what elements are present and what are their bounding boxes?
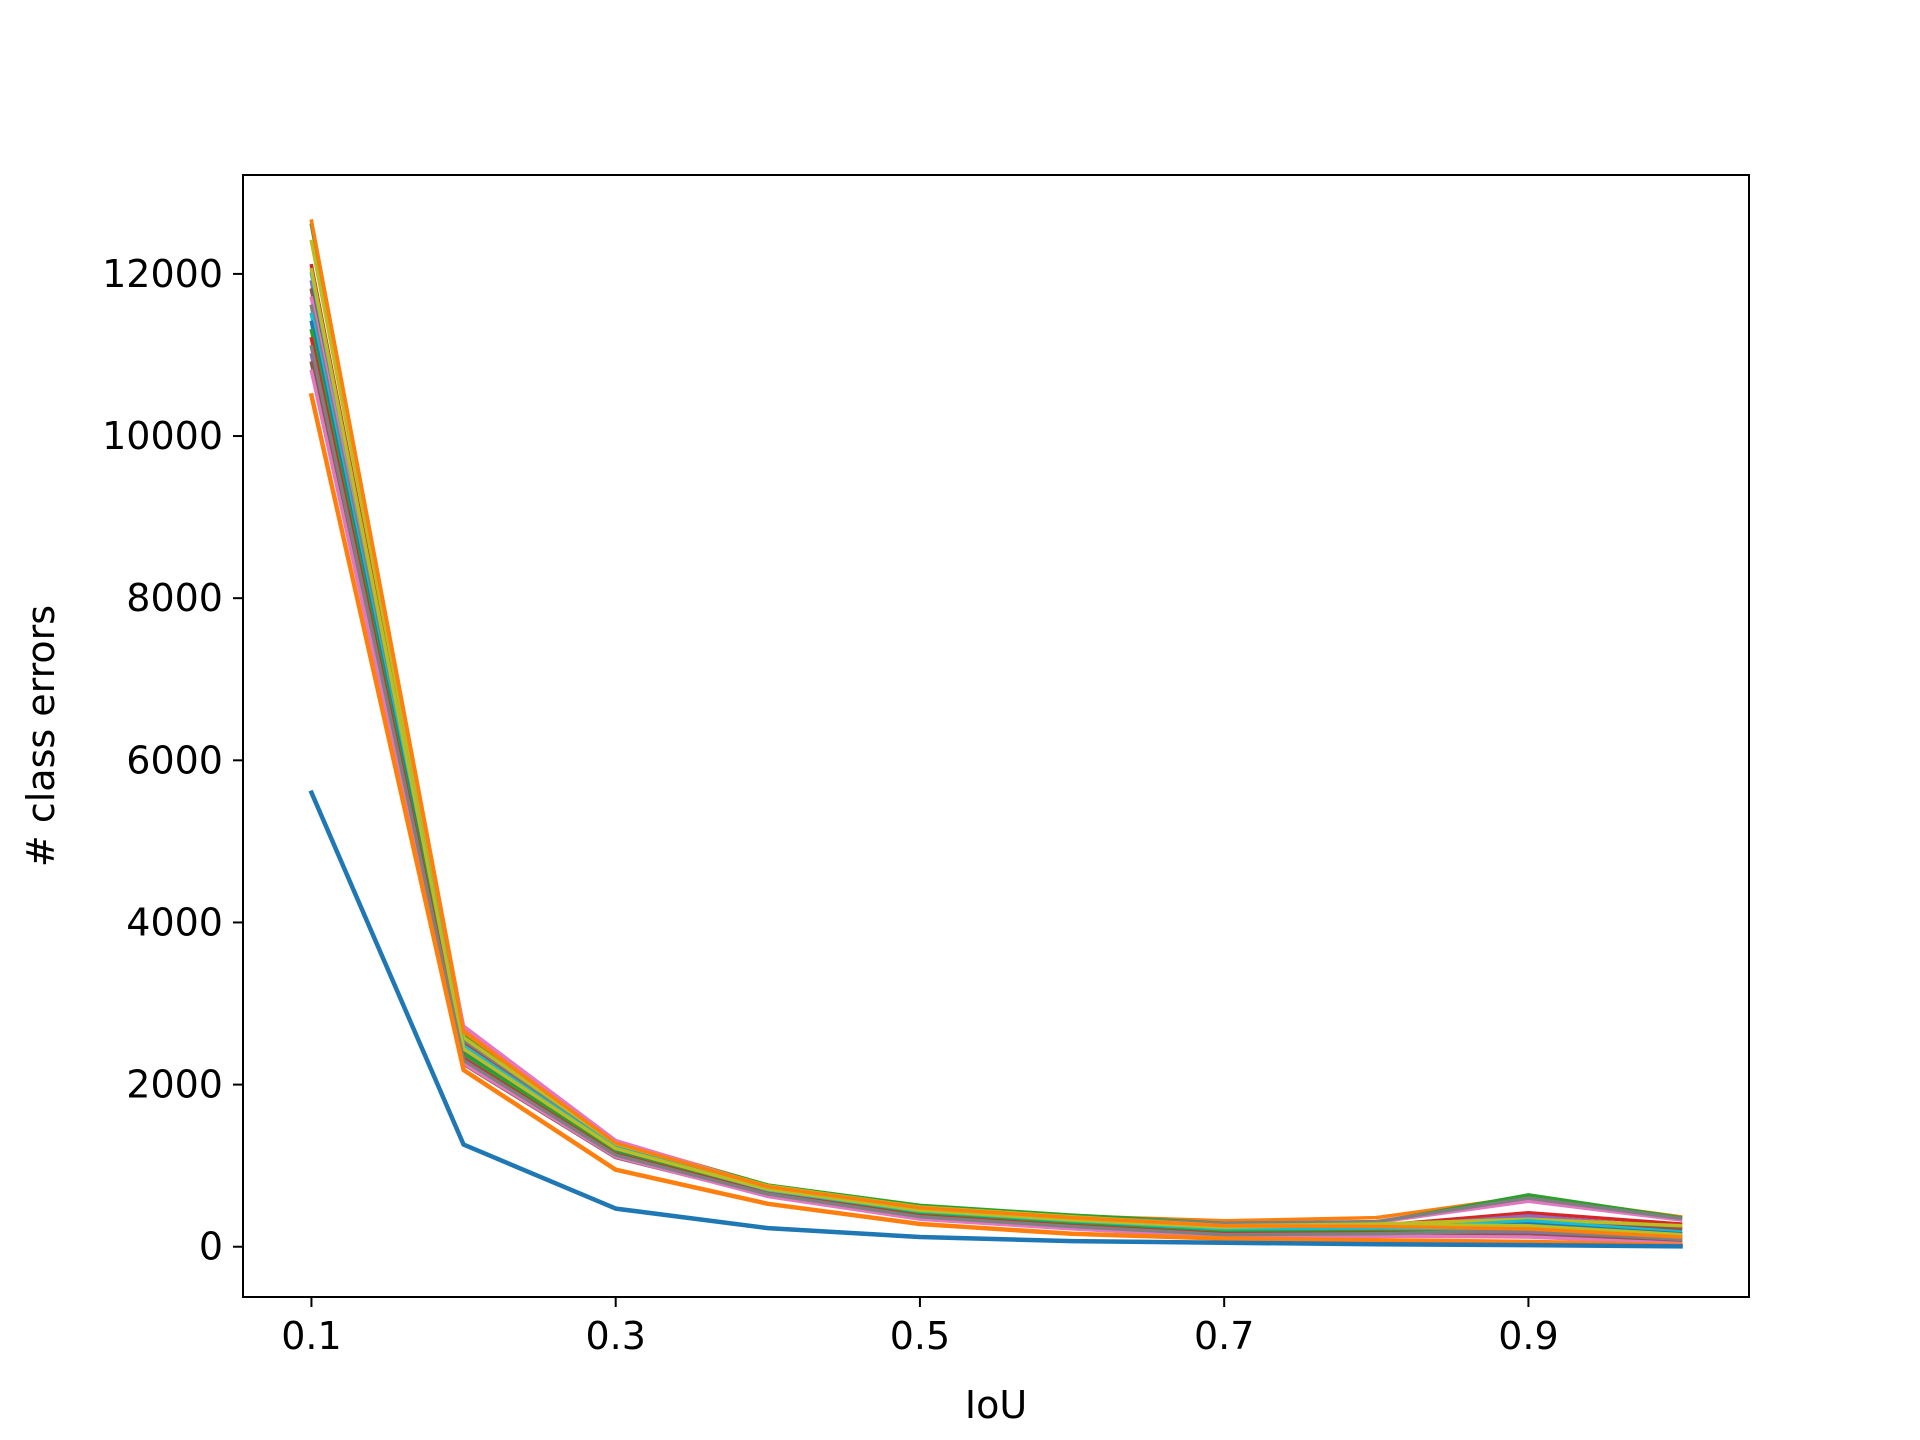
series-line-20 <box>308 789 1683 1249</box>
x-tick-label: 0.1 <box>281 1314 341 1358</box>
x-axis: 0.1 0.3 0.5 0.7 0.9 <box>281 1297 1559 1358</box>
plot-area <box>242 174 1750 1298</box>
series-group <box>308 219 1683 1249</box>
series-line-15 <box>309 369 1683 1246</box>
x-tick-label: 0.5 <box>890 1314 950 1358</box>
series-line-19 <box>308 392 1683 1248</box>
y-tick-label: 10000 <box>102 414 223 458</box>
y-tick-label: 12000 <box>102 252 223 296</box>
y-tick-label: 8000 <box>126 576 223 620</box>
axes-frame <box>242 174 1750 1298</box>
y-tick-label: 0 <box>199 1225 223 1269</box>
series-line-18 <box>309 344 1683 1242</box>
x-axis-title: IoU <box>965 1383 1027 1427</box>
y-tick-label: 4000 <box>126 900 223 944</box>
series-line-21 <box>309 219 1683 1239</box>
axes-background <box>243 175 1749 1297</box>
x-tick-label: 0.9 <box>1498 1314 1558 1358</box>
series-line-17 <box>309 267 1683 1237</box>
y-tick-label: 2000 <box>126 1063 223 1107</box>
x-tick-label: 0.7 <box>1194 1314 1254 1358</box>
y-axis: 0 2000 4000 6000 8000 10000 12000 <box>102 252 243 1269</box>
x-tick-label: 0.3 <box>585 1314 645 1358</box>
y-tick-label: 6000 <box>126 738 223 782</box>
y-axis-title: # class errors <box>19 605 63 867</box>
